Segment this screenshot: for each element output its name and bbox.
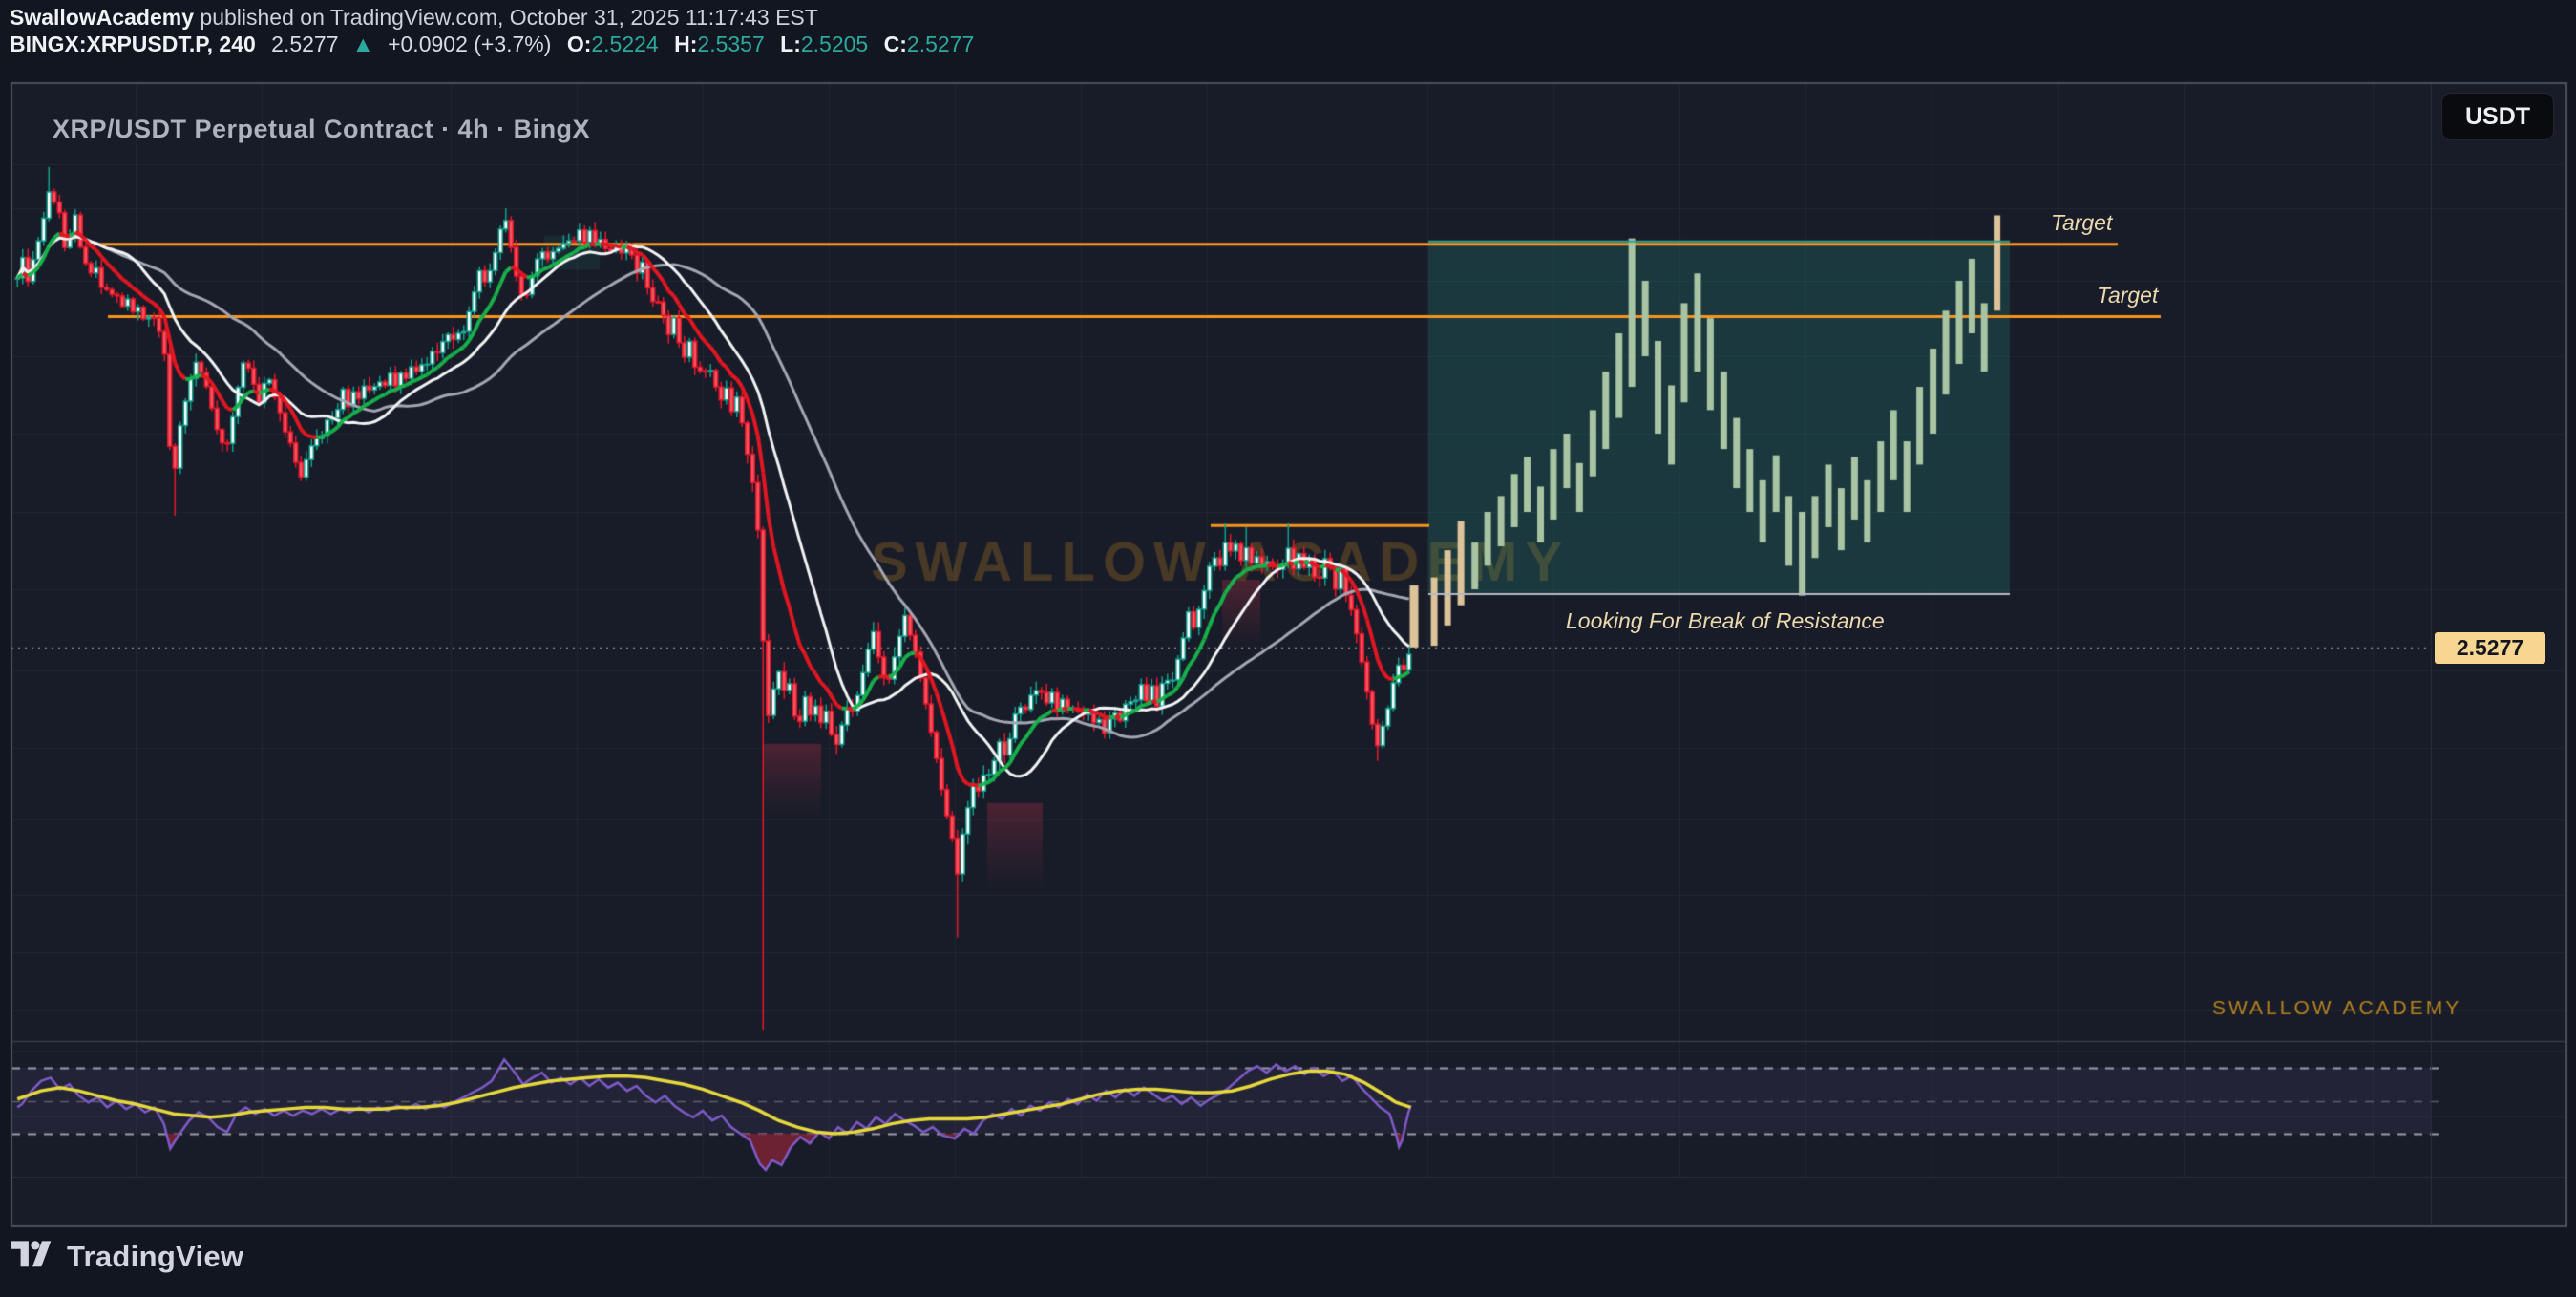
up-arrow-icon: ▲ bbox=[351, 32, 374, 56]
open-label: O: bbox=[566, 32, 592, 56]
last-price: 2.5277 bbox=[271, 32, 339, 56]
high-value: 2.5357 bbox=[697, 32, 765, 56]
last-price-axis-label: 2.5277 bbox=[2435, 632, 2545, 664]
chart-title: XRP/USDT Perpetual Contract · 4h · BingX bbox=[53, 115, 591, 143]
high-label: H: bbox=[674, 32, 698, 56]
open-value: 2.5224 bbox=[591, 32, 659, 56]
target-label-2: Target bbox=[2097, 283, 2159, 308]
symbol-name: BINGX:XRPUSDT.P, 240 bbox=[10, 32, 256, 56]
target-label-1: Target bbox=[2051, 210, 2113, 235]
tradingview-logo-icon bbox=[11, 1241, 52, 1267]
close-label: C: bbox=[883, 32, 907, 56]
tradingview-wordmark: TradingView bbox=[67, 1240, 244, 1273]
publish-info-line: SwallowAcademy published on TradingView.… bbox=[10, 5, 818, 31]
low-label: L: bbox=[780, 32, 801, 56]
low-value: 2.5205 bbox=[800, 32, 869, 56]
symbol-info-line: BINGX:XRPUSDT.P, 240 2.5277 ▲ +0.0902 (+… bbox=[10, 32, 974, 57]
close-value: 2.5277 bbox=[906, 32, 975, 56]
currency-button[interactable]: USDT bbox=[2441, 93, 2554, 140]
author-name: SwallowAcademy bbox=[10, 5, 195, 30]
resistance-note: Looking For Break of Resistance bbox=[1566, 608, 1885, 633]
tradingview-attribution[interactable]: TradingView bbox=[11, 1240, 243, 1274]
publish-text: published on TradingView.com, October 31… bbox=[194, 5, 818, 30]
price-change: +0.0902 (+3.7%) bbox=[388, 32, 552, 56]
